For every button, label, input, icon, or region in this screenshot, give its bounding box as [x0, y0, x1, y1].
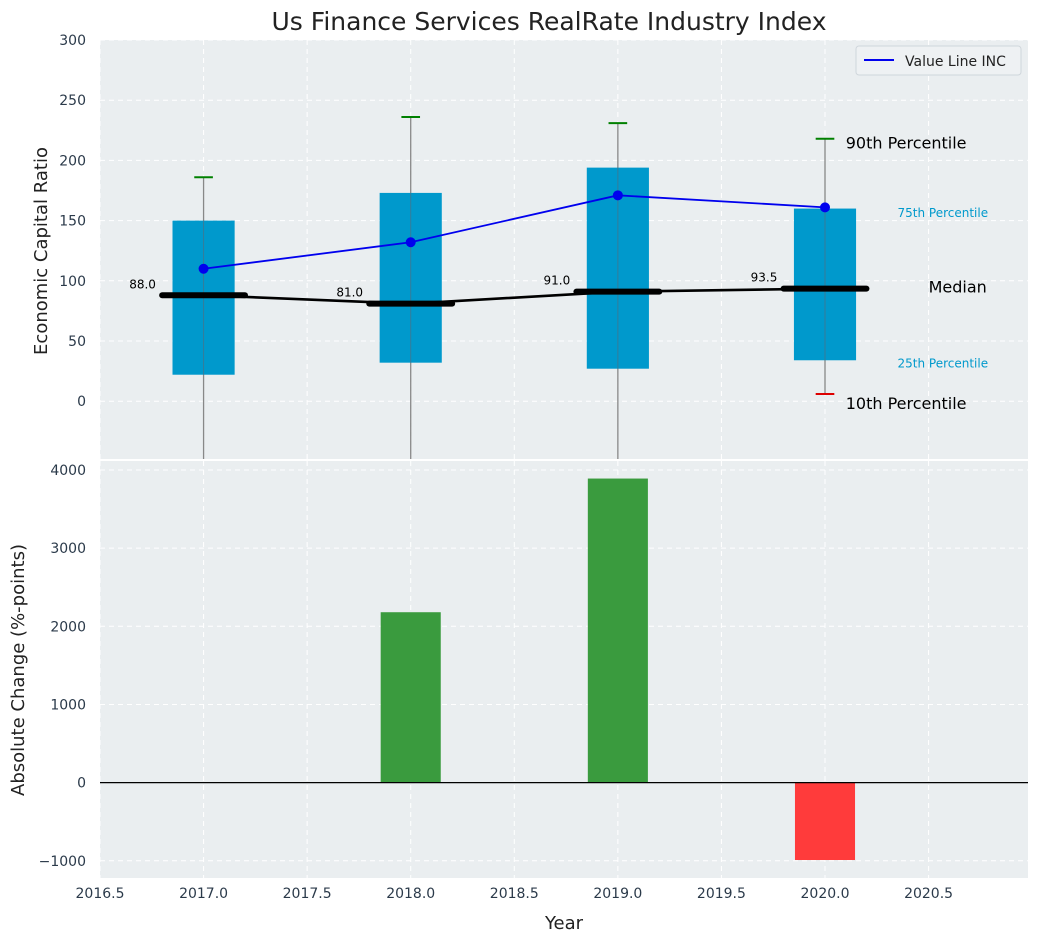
bottom-panel-background — [100, 461, 1028, 878]
bottom-ytick-label: 1000 — [50, 697, 86, 713]
company-point — [612, 190, 623, 201]
p90-annotation: 90th Percentile — [846, 134, 967, 153]
top-panel-background — [100, 40, 1028, 459]
median-trend-line — [203, 287, 826, 305]
median-value-label: 91.0 — [543, 274, 570, 288]
top-ytick-label: 0 — [77, 394, 86, 410]
top-plot-area — [159, 116, 870, 459]
bottom-ytick-label: 0 — [77, 776, 86, 792]
xtick-label: 2016.5 — [76, 886, 125, 902]
top-ytick-label: 250 — [59, 93, 86, 109]
xtick-label: 2018.5 — [490, 886, 539, 902]
median-value-label: 88.0 — [129, 277, 156, 291]
company-point — [820, 202, 830, 213]
top-panel: 0 50 100 150 200 250 300 88.0 81.0 91.0 93.5 90th P… — [59, 33, 1028, 459]
xtick-label: 2017.0 — [179, 886, 228, 902]
top-ytick-label: 300 — [59, 33, 86, 49]
median-annotation: Median — [929, 278, 987, 297]
bottom-ytick-label: −1000 — [39, 854, 86, 870]
xtick-label: 2018.0 — [386, 886, 435, 902]
p10-annotation: 10th Percentile — [846, 394, 967, 413]
top-ytick-label: 100 — [59, 274, 86, 290]
legend: Value Line INC — [855, 45, 1022, 76]
top-ytick-label: 50 — [68, 334, 86, 350]
p75-annotation: 75th Percentile — [898, 206, 989, 220]
xtick-label: 2019.0 — [593, 886, 642, 902]
bottom-ytick-label: 3000 — [50, 541, 86, 557]
change-bar-positive — [380, 612, 441, 783]
top-ylabel: Economic Capital Ratio — [31, 147, 52, 355]
median-value-label: 81.0 — [336, 286, 363, 300]
chart-title: Us Finance Services RealRate Industry In… — [272, 7, 827, 36]
legend-label: Value Line INC — [905, 54, 1006, 70]
xtick-label: 2020.5 — [904, 886, 953, 902]
top-ytick-label: 200 — [59, 153, 86, 169]
bottom-panel: 2016.5 2017.0 2017.5 2018.0 2018.5 2019.0 2019… — [39, 461, 1028, 902]
change-bar-negative — [794, 782, 856, 861]
bottom-ytick-label: 4000 — [50, 463, 86, 479]
median-value-label: 93.5 — [751, 271, 778, 285]
legend-box — [855, 45, 1022, 76]
xtick-label: 2020.0 — [801, 886, 850, 902]
xtick-label: 2017.5 — [283, 886, 332, 902]
change-bar-positive — [587, 478, 648, 783]
company-point — [405, 237, 416, 248]
top-ytick-label: 150 — [59, 214, 86, 230]
bottom-ytick-label: 2000 — [50, 619, 86, 635]
bottom-ylabel: Absolute Change (%-points) — [8, 544, 29, 796]
company-line — [203, 194, 826, 270]
company-point — [198, 263, 209, 274]
xtick-label: 2019.5 — [697, 886, 746, 902]
x-axis-label: Year — [544, 913, 584, 934]
p25-annotation: 25th Percentile — [898, 356, 989, 370]
